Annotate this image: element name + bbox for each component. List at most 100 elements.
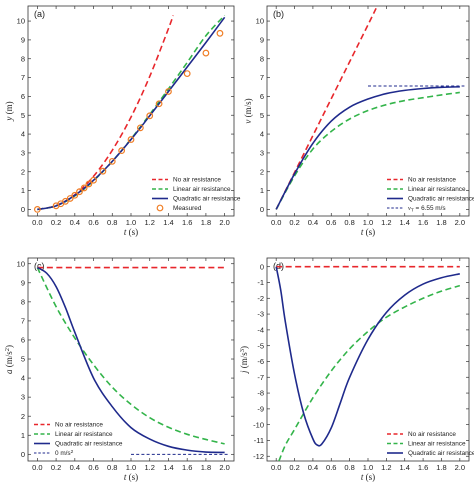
y-axis-unit: (m) (4, 101, 14, 116)
y-axis-symbol: y (4, 117, 14, 122)
measured-point (80, 184, 88, 192)
measured-point (76, 188, 83, 196)
legend-label-no-air: No air resistance (173, 177, 221, 184)
y-tick-label: 9 (21, 36, 25, 45)
x-tick-label: 0.0 (271, 463, 281, 472)
x-tick-label: 0.6 (88, 218, 98, 227)
y-axis-unit: (m/s (4, 351, 14, 370)
y-axis-unit-sup: 3 (239, 349, 246, 352)
y-tick-label: 1 (21, 431, 25, 440)
series-quadratic-line (37, 16, 226, 211)
y-tick-label: 6 (21, 336, 25, 345)
y-tick-label: 3 (21, 149, 25, 158)
panel-d: 0.0 0.2 0.4 0.6 0.8 1.0 1.2 1.4 1.6 1.8 2.0 0 -1 -2 -3… (239, 257, 474, 482)
y-axis-unit-end: ) (4, 345, 14, 348)
x-tick-label: 0.2 (289, 463, 299, 472)
x-axis-label: t (s) (124, 227, 138, 237)
series-linear-line (275, 91, 460, 210)
y-axis-symbol: v (243, 120, 253, 124)
x-tick-label: 1.6 (182, 463, 192, 472)
y-tick-label: 10 (17, 259, 25, 268)
x-tick-label: 2.0 (219, 463, 229, 472)
y-tick-label: 0 (260, 205, 264, 214)
measured-point (127, 136, 135, 143)
measured-point (183, 70, 191, 78)
y-tick-label: -12 (253, 452, 264, 461)
x-tick-label: 1.0 (126, 218, 136, 227)
panel-label: (a) (34, 9, 45, 19)
y-tick-label: 8 (21, 297, 25, 306)
x-axis-symbol: t (124, 227, 127, 237)
x-tick-label: 1.0 (363, 463, 373, 472)
x-tick-label: 1.4 (400, 218, 410, 227)
y-axis-label: y (m) (4, 101, 14, 121)
x-tick-label: 1.6 (418, 218, 428, 227)
legend: No air resistance Linear air resistance Qu… (152, 177, 241, 212)
y-tick-label: 5 (21, 355, 25, 364)
y-axis-unit: (m/s) (243, 98, 253, 119)
legend-label-zero: 0 m/s2 (55, 449, 74, 457)
legend: No air resistance Linear air resistance Qu… (34, 422, 123, 457)
y-axis-symbol: a (4, 369, 14, 374)
x-axis-unit: (s) (363, 472, 375, 482)
y-tick-label: 6 (260, 92, 264, 101)
legend-label-no-air: No air resistance (408, 431, 456, 438)
x-tick-label: 0.8 (344, 218, 354, 227)
y-tick-label: 8 (260, 54, 264, 63)
x-tick-label: 0.8 (107, 218, 117, 227)
y-tick-label: -9 (257, 404, 264, 413)
x-tick-label: 1.2 (381, 218, 391, 227)
y-tick-label: 2 (21, 412, 25, 421)
x-tick-label: 1.4 (163, 463, 173, 472)
y-tick-label: 6 (21, 92, 25, 101)
legend-label-quadratic: Quadratic air resistance (55, 441, 123, 448)
y-axis-label: a (m/s2) (4, 345, 14, 374)
x-axis-symbol: t (124, 472, 127, 482)
y-tick-label: 5 (260, 111, 264, 120)
y-tick-label: -1 (257, 278, 264, 287)
measured-point (136, 124, 144, 132)
y-tick-label: 3 (260, 149, 264, 158)
y-tick-label: -7 (257, 373, 264, 382)
panel-a: 0.0 0.2 0.4 0.6 0.8 1.0 1.2 1.4 1.6 1.8 2.0 0 1 2 3 4 5 6… (4, 5, 241, 237)
measured-point (33, 206, 41, 213)
legend-label-no-air: No air resistance (55, 422, 103, 429)
series-no-air-line (37, 15, 174, 211)
measured-point (146, 112, 154, 120)
y-tick-label: 10 (256, 17, 264, 26)
y-axis-label: v (m/s) (243, 98, 253, 123)
y-tick-label: 8 (21, 54, 25, 63)
y-axis-label: j (m/s3) (239, 346, 249, 374)
x-axis-symbol: t (361, 472, 364, 482)
panel-label: (b) (273, 9, 284, 19)
x-axis-unit: (s) (363, 227, 375, 237)
series-quadratic-line (275, 266, 460, 447)
panel-b: 0.0 0.2 0.4 0.6 0.8 1.0 1.2 1.4 1.6 1.8 2.0 0 1 2 3 4 5 6… (243, 5, 474, 237)
legend-label-quadratic: Quadratic air resistance (408, 196, 474, 203)
y-tick-label: 9 (260, 36, 264, 45)
x-axis-label: t (s) (124, 472, 138, 482)
x-axis-unit: (s) (126, 472, 138, 482)
x-tick-label: 2.0 (455, 463, 465, 472)
y-tick-label: 1 (260, 186, 264, 195)
measured-point (118, 147, 126, 155)
x-tick-label: 1.4 (400, 463, 410, 472)
x-axis-unit: (s) (126, 227, 138, 237)
x-tick-label: 1.0 (363, 218, 373, 227)
legend-label-measured: Measured (173, 205, 202, 212)
legend-label-terminal: vT = 6.55 m/s (408, 205, 446, 214)
measured-point (66, 195, 74, 202)
y-tick-label: 7 (21, 317, 25, 326)
x-tick-label: 0.0 (32, 218, 42, 227)
y-tick-label: -4 (257, 325, 264, 334)
x-tick-label: 0.2 (289, 218, 299, 227)
y-tick-label: 4 (21, 374, 25, 383)
y-tick-label: 7 (260, 73, 264, 82)
y-tick-label: -8 (257, 389, 264, 398)
legend-swatch-measured (156, 204, 164, 212)
x-tick-label: 0.8 (344, 463, 354, 472)
y-tick-label: -10 (253, 420, 264, 429)
x-tick-label: 2.0 (455, 218, 465, 227)
measured-point (71, 191, 79, 199)
